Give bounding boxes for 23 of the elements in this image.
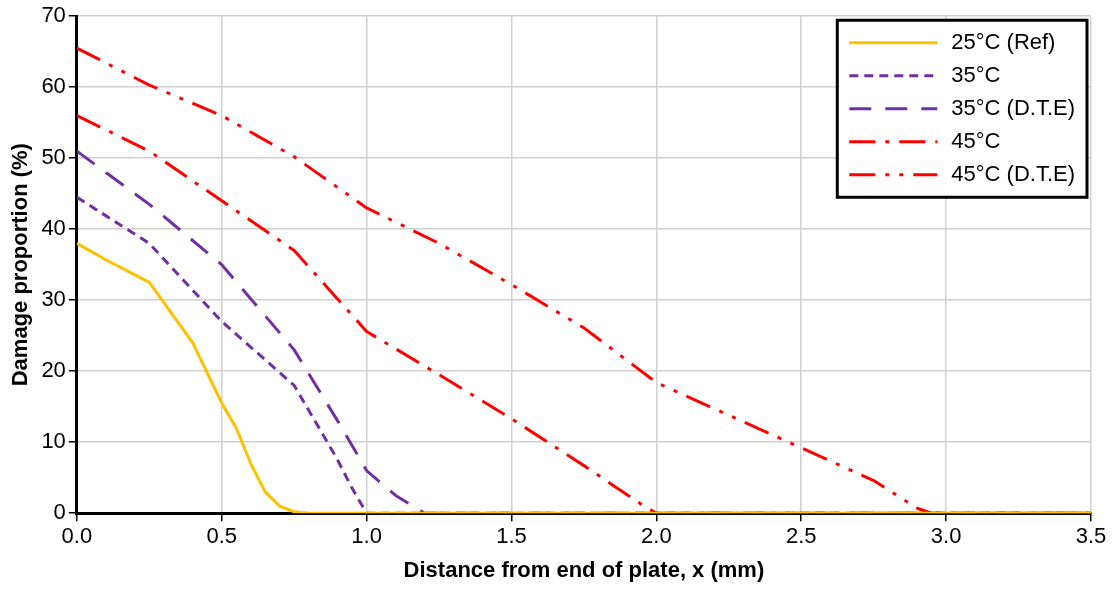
- x-tick-label: 2.0: [641, 523, 672, 549]
- y-tick-label: 40: [41, 215, 66, 241]
- legend-label: 35°C (D.T.E): [951, 94, 1076, 120]
- x-tick-label: 2.5: [785, 523, 817, 549]
- y-tick-label: 70: [41, 2, 66, 28]
- legend-label: 45°C (D.T.E): [951, 160, 1076, 186]
- legend-label: 25°C (Ref): [951, 28, 1056, 54]
- x-tick-label: 3.5: [1075, 523, 1107, 549]
- y-tick-label: 10: [41, 428, 66, 454]
- x-tick-label: 1.5: [496, 523, 527, 549]
- y-tick-label: 50: [41, 144, 66, 170]
- y-axis-title: Damage proportion (%): [7, 143, 33, 387]
- y-tick-label: 0: [53, 499, 66, 525]
- x-tick-label: 3.0: [930, 523, 962, 549]
- y-tick-label: 20: [41, 357, 66, 383]
- y-tick-label: 30: [41, 286, 66, 312]
- x-axis-title: Distance from end of plate, x (mm): [403, 556, 765, 582]
- legend-label: 45°C: [951, 127, 1001, 153]
- x-tick-label: 1.0: [351, 523, 382, 549]
- y-tick-label: 60: [41, 73, 66, 99]
- x-tick-label: 0.0: [61, 523, 93, 549]
- legend-label: 35°C: [951, 61, 1001, 87]
- x-tick-label: 0.5: [206, 523, 238, 549]
